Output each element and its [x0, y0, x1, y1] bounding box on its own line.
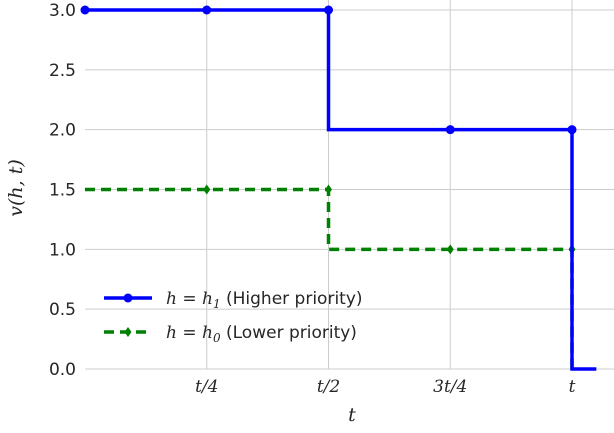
- data-point-marker: [80, 5, 90, 15]
- legend-marker: [124, 327, 132, 337]
- y-tick-label: 0.5: [49, 300, 76, 320]
- legend-marker: [123, 293, 133, 303]
- legend: h = h1 (Higher priority) h = h0 (Lower pr…: [104, 289, 363, 345]
- y-tick-label: 2.5: [49, 61, 76, 81]
- data-point-marker: [203, 184, 211, 195]
- x-tick-label: 3t/4: [433, 377, 467, 397]
- y-tick-label: 1.0: [49, 240, 76, 260]
- y-tick-label: 0.0: [49, 360, 76, 380]
- grid: [85, 0, 614, 370]
- series-line-higher-priority: [85, 8, 597, 371]
- y-tick-label: 1.5: [49, 181, 76, 201]
- ticks: 0.0 0.5 1.0 1.5 2.0 2.5 3.0 t/4 t/2 3t/4 t: [49, 1, 576, 397]
- data-point-marker: [446, 244, 454, 255]
- legend-entry-label: h = h1 (Higher priority): [166, 289, 363, 311]
- data-point-marker: [325, 184, 332, 195]
- x-tick-label: t/4: [195, 377, 218, 397]
- x-tick-label: t: [569, 377, 576, 397]
- y-tick-label: 3.0: [49, 1, 76, 21]
- data-point-marker: [567, 125, 577, 135]
- x-axis-label: t: [348, 404, 356, 426]
- y-axis-label: v(h, t): [5, 159, 27, 217]
- y-tick-label: 2.0: [49, 121, 76, 141]
- series-layer: [80, 5, 597, 371]
- data-point-marker: [445, 125, 455, 135]
- data-point-marker: [202, 5, 212, 15]
- legend-entry-label: h = h0 (Lower priority): [166, 323, 357, 345]
- x-tick-label: t/2: [317, 377, 340, 397]
- data-point-marker: [324, 5, 333, 15]
